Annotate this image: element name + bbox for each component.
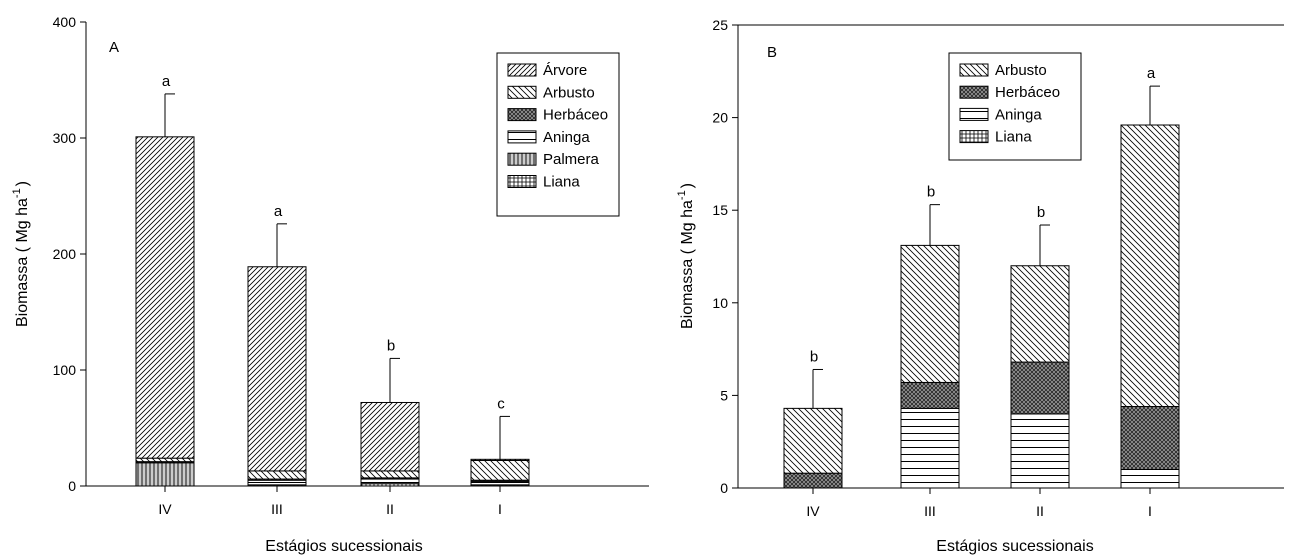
- y-axis-label: Biomassa ( Mg ha-1): [11, 181, 31, 327]
- y-axis-label-text: Biomassa ( Mg ha: [14, 198, 31, 327]
- significance-letter: b: [927, 184, 935, 201]
- y-tick-label: 10: [712, 295, 728, 311]
- y-tick-label: 0: [68, 478, 76, 494]
- bar-segment-diagonal: [360, 401, 420, 472]
- x-tick-label: III: [924, 503, 936, 519]
- x-tick-label: II: [386, 501, 394, 517]
- y-axis-label-superscript: -1: [676, 190, 688, 200]
- x-tick-label: III: [271, 501, 283, 517]
- panel-label: B: [767, 44, 777, 61]
- legend-swatch-crosshatch: [507, 108, 537, 122]
- bar-segment-back-diagonal: [360, 470, 420, 479]
- panel-a: 0 100 200 300 400 a IV a III b II c I A Estágios suces…: [11, 14, 649, 555]
- x-tick-label: II: [1036, 503, 1044, 519]
- legend-swatch-crosshatch: [959, 85, 989, 99]
- bar-segment-crosshatch: [900, 381, 960, 409]
- y-tick-label: 200: [53, 246, 77, 262]
- bar-segment-diagonal: [470, 458, 530, 461]
- y-tick-label: 300: [53, 130, 77, 146]
- bar-segment-horizontal: [900, 407, 960, 489]
- bar-segment-back-diagonal: [900, 244, 960, 383]
- legend-swatch-grid: [507, 175, 537, 188]
- legend-label: Liana: [995, 129, 1032, 146]
- bar-segment-diagonal: [135, 136, 195, 459]
- legend-label: Aninga: [543, 129, 590, 146]
- panel-b: 0 5 10 15 20 25 b IV b III b II a I B Estágios sucessio…: [676, 17, 1284, 555]
- bar-segment-horizontal: [470, 480, 530, 486]
- x-tick-label: IV: [806, 503, 820, 519]
- bar-segment-back-diagonal: [1120, 124, 1180, 408]
- y-axis-label-superscript: -1: [11, 188, 23, 198]
- legend-label: Palmera: [543, 151, 600, 168]
- bar-segment-back-diagonal: [783, 407, 843, 474]
- bar-segment-crosshatch: [1120, 406, 1180, 470]
- bar-segment-horizontal: [1120, 468, 1180, 489]
- legend-label: Arbusto: [543, 84, 595, 101]
- y-tick-label: 400: [53, 14, 77, 30]
- bar-segment-back-diagonal: [470, 459, 530, 481]
- legend-swatch-back-diagonal: [959, 63, 989, 77]
- y-axis-label-close: ): [679, 183, 696, 188]
- x-tick-label: I: [498, 501, 502, 517]
- y-axis-label-text: Biomassa ( Mg ha: [679, 200, 696, 329]
- legend-label: Arbusto: [995, 62, 1047, 79]
- bar-segment-horizontal: [360, 478, 420, 485]
- y-tick-label: 25: [712, 17, 728, 33]
- y-axis-label: Biomassa ( Mg ha-1): [676, 183, 696, 329]
- legend-swatch-grid: [959, 130, 989, 144]
- legend-label: Árvore: [543, 62, 587, 79]
- legend-swatch-vertical: [507, 152, 537, 166]
- y-tick-label: 100: [53, 362, 77, 378]
- legend-label: Herbáceo: [995, 84, 1060, 101]
- legend-swatch-diagonal: [507, 63, 537, 77]
- bar-segment-crosshatch: [783, 472, 843, 489]
- bar-segment-horizontal: [1010, 413, 1070, 489]
- x-axis-label: Estágios sucessionais: [936, 538, 1093, 555]
- x-tick-label: I: [1148, 503, 1152, 519]
- legend-label: Herbáceo: [543, 107, 608, 124]
- bar-segment-horizontal: [247, 479, 307, 486]
- significance-letter: a: [162, 73, 171, 90]
- significance-letter: a: [274, 203, 283, 220]
- bar-segment-back-diagonal: [247, 470, 307, 480]
- y-tick-label: 0: [720, 480, 728, 496]
- panel-label: A: [109, 39, 119, 56]
- significance-letter: a: [1147, 65, 1156, 82]
- bar-segment-crosshatch: [1010, 361, 1070, 415]
- legend-label: Liana: [543, 174, 580, 191]
- bar-segment-back-diagonal: [135, 457, 195, 463]
- y-tick-label: 5: [720, 387, 728, 403]
- legend-label: Aninga: [995, 106, 1042, 123]
- y-tick-label: 15: [712, 202, 728, 218]
- bar-segment-back-diagonal: [1010, 265, 1070, 363]
- bar-segment-vertical: [135, 462, 195, 487]
- significance-letter: c: [497, 395, 505, 412]
- y-tick-label: 20: [712, 110, 728, 126]
- x-axis-label: Estágios sucessionais: [265, 538, 422, 555]
- legend-swatch-horizontal: [507, 130, 537, 144]
- legend-swatch-back-diagonal: [507, 85, 537, 99]
- significance-letter: b: [1037, 204, 1045, 221]
- legend-swatch-horizontal: [959, 107, 989, 121]
- bar-segment-diagonal: [247, 266, 307, 472]
- significance-letter: b: [810, 348, 818, 365]
- y-axis-label-close: ): [14, 181, 31, 186]
- significance-letter: b: [387, 337, 395, 354]
- x-tick-label: IV: [158, 501, 172, 517]
